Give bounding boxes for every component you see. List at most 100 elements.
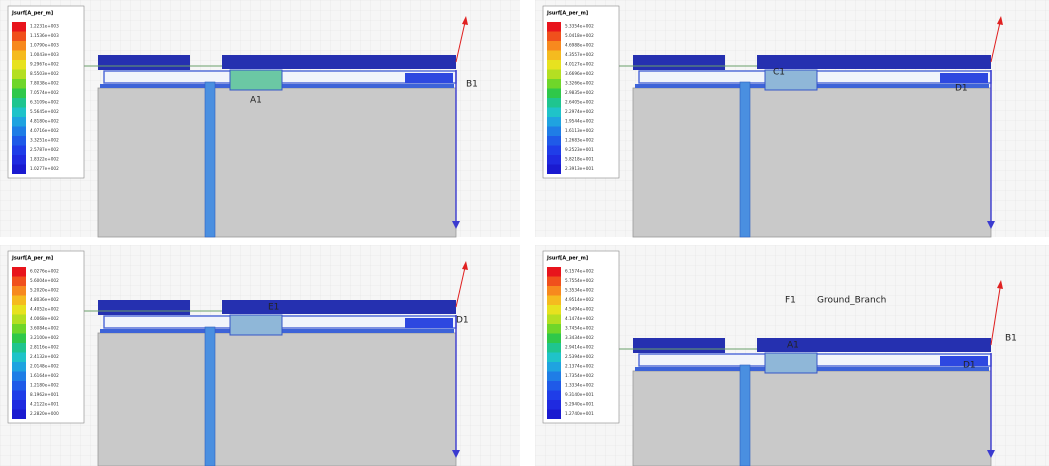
legend-label: 3.3434e+002 (565, 335, 594, 340)
legend-label: 1.2740e+001 (565, 411, 594, 416)
legend-label: 2.1374e+002 (565, 364, 594, 369)
figure: Jsurf[A_per_m]1.2231e+0031.1536e+0031.07… (0, 0, 1049, 466)
legend-swatch (12, 117, 26, 127)
right-block (405, 318, 453, 328)
legend-label: 5.6004e+002 (30, 278, 59, 283)
simulation-panel: Jsurf[A_per_m]6.1574e+0025.7554e+0025.35… (535, 245, 1049, 466)
legend-label: 5.2940e+001 (565, 402, 594, 407)
legend-swatch (12, 98, 26, 108)
legend-label: 1.6164e+002 (30, 373, 59, 378)
legend-swatch (12, 305, 26, 315)
legend-label: 2.9835e+002 (565, 90, 594, 95)
legend-label: 2.9414e+002 (565, 345, 594, 350)
legend-label: 2.8116e+002 (30, 345, 59, 350)
ground-plane (98, 333, 456, 466)
hot-patch (765, 353, 817, 373)
port-label: A1 (787, 341, 799, 351)
legend-swatch (547, 136, 561, 146)
legend-label: 1.1536e+003 (30, 33, 59, 38)
legend-label: 5.3534e+002 (565, 288, 594, 293)
legend-swatch (547, 410, 561, 420)
legend-swatch (547, 155, 561, 165)
legend-swatch (12, 286, 26, 296)
legend-swatch (12, 22, 26, 32)
legend-swatch (12, 362, 26, 372)
legend-label: 3.6084e+002 (30, 326, 59, 331)
legend-label: 3.2100e+002 (30, 335, 59, 340)
legend-swatch (12, 41, 26, 51)
legend-label: 1.2683e+002 (565, 138, 594, 143)
ground-plane (633, 371, 991, 466)
legend-swatch (547, 22, 561, 32)
legend-swatch (547, 108, 561, 118)
legend-swatch (12, 410, 26, 420)
top-strip-right (222, 300, 456, 314)
top-strip-left (633, 55, 725, 70)
legend-label: 8.1962e+001 (30, 392, 59, 397)
legend-swatch (547, 165, 561, 175)
legend-label: 9.2967e+002 (30, 62, 59, 67)
legend-swatch (12, 51, 26, 61)
legend-swatch (547, 305, 561, 315)
port-label: A1 (250, 96, 262, 106)
top-strip-left (633, 338, 725, 353)
legend-swatch (547, 381, 561, 391)
legend-label: 6.3109e+002 (30, 100, 59, 105)
legend-swatch (547, 400, 561, 410)
legend-swatch (547, 315, 561, 325)
top-strip-right (222, 55, 456, 69)
hot-patch (230, 70, 282, 90)
legend-title: Jsurf[A_per_m] (546, 256, 588, 262)
hot-patch (230, 315, 282, 335)
legend-label: 4.4052e+002 (30, 307, 59, 312)
ground-plane (633, 88, 991, 237)
legend-label: 5.8218e+001 (565, 157, 594, 162)
legend-label: 2.4132e+002 (30, 354, 59, 359)
legend-swatch (547, 89, 561, 99)
legend-swatch (547, 32, 561, 42)
port-label: D1 (456, 316, 469, 326)
legend-label: 4.0716e+002 (30, 128, 59, 133)
legend-swatch (12, 324, 26, 334)
legend-swatch (12, 146, 26, 156)
legend-label: 2.5394e+002 (565, 354, 594, 359)
legend-label: 1.7354e+002 (565, 373, 594, 378)
legend-swatch (12, 89, 26, 99)
legend-swatch (547, 98, 561, 108)
top-strip-left (98, 300, 190, 315)
legend-swatch (12, 165, 26, 175)
legend-swatch (12, 127, 26, 137)
legend-swatch (547, 296, 561, 306)
legend-label: 5.5645e+002 (30, 109, 59, 114)
legend-label: 2.2820e+000 (30, 411, 59, 416)
legend-label: 4.0127e+002 (565, 62, 594, 67)
simulation-panel: Jsurf[A_per_m]6.0276e+0025.6004e+0025.20… (0, 245, 520, 466)
legend-label: 2.5787e+002 (30, 147, 59, 152)
vertical-strip (205, 327, 215, 466)
port-label: Ground_Branch (817, 296, 886, 306)
legend-label: 1.0043e+003 (30, 52, 59, 57)
legend-swatch (547, 362, 561, 372)
vertical-strip (205, 82, 215, 237)
legend-label: 4.9514e+002 (565, 297, 594, 302)
right-block (940, 73, 988, 83)
legend-swatch (12, 70, 26, 80)
legend-label: 2.0148e+002 (30, 364, 59, 369)
legend-label: 3.6696e+002 (565, 71, 594, 76)
legend-swatch (12, 136, 26, 146)
legend-swatch (12, 353, 26, 363)
port-label: B1 (466, 80, 478, 90)
legend-swatch (547, 79, 561, 89)
port-label: F1 (785, 296, 796, 306)
legend-swatch (12, 277, 26, 287)
legend-swatch (12, 296, 26, 306)
legend-label: 1.9544e+002 (565, 119, 594, 124)
legend-swatch (12, 267, 26, 277)
legend-label: 9.3140e+001 (565, 392, 594, 397)
legend-label: 2.2974e+002 (565, 109, 594, 114)
legend-swatch (547, 372, 561, 382)
legend-label: 7.0574e+002 (30, 90, 59, 95)
legend-swatch (12, 343, 26, 353)
legend-label: 3.3251e+002 (30, 138, 59, 143)
legend-swatch (12, 381, 26, 391)
